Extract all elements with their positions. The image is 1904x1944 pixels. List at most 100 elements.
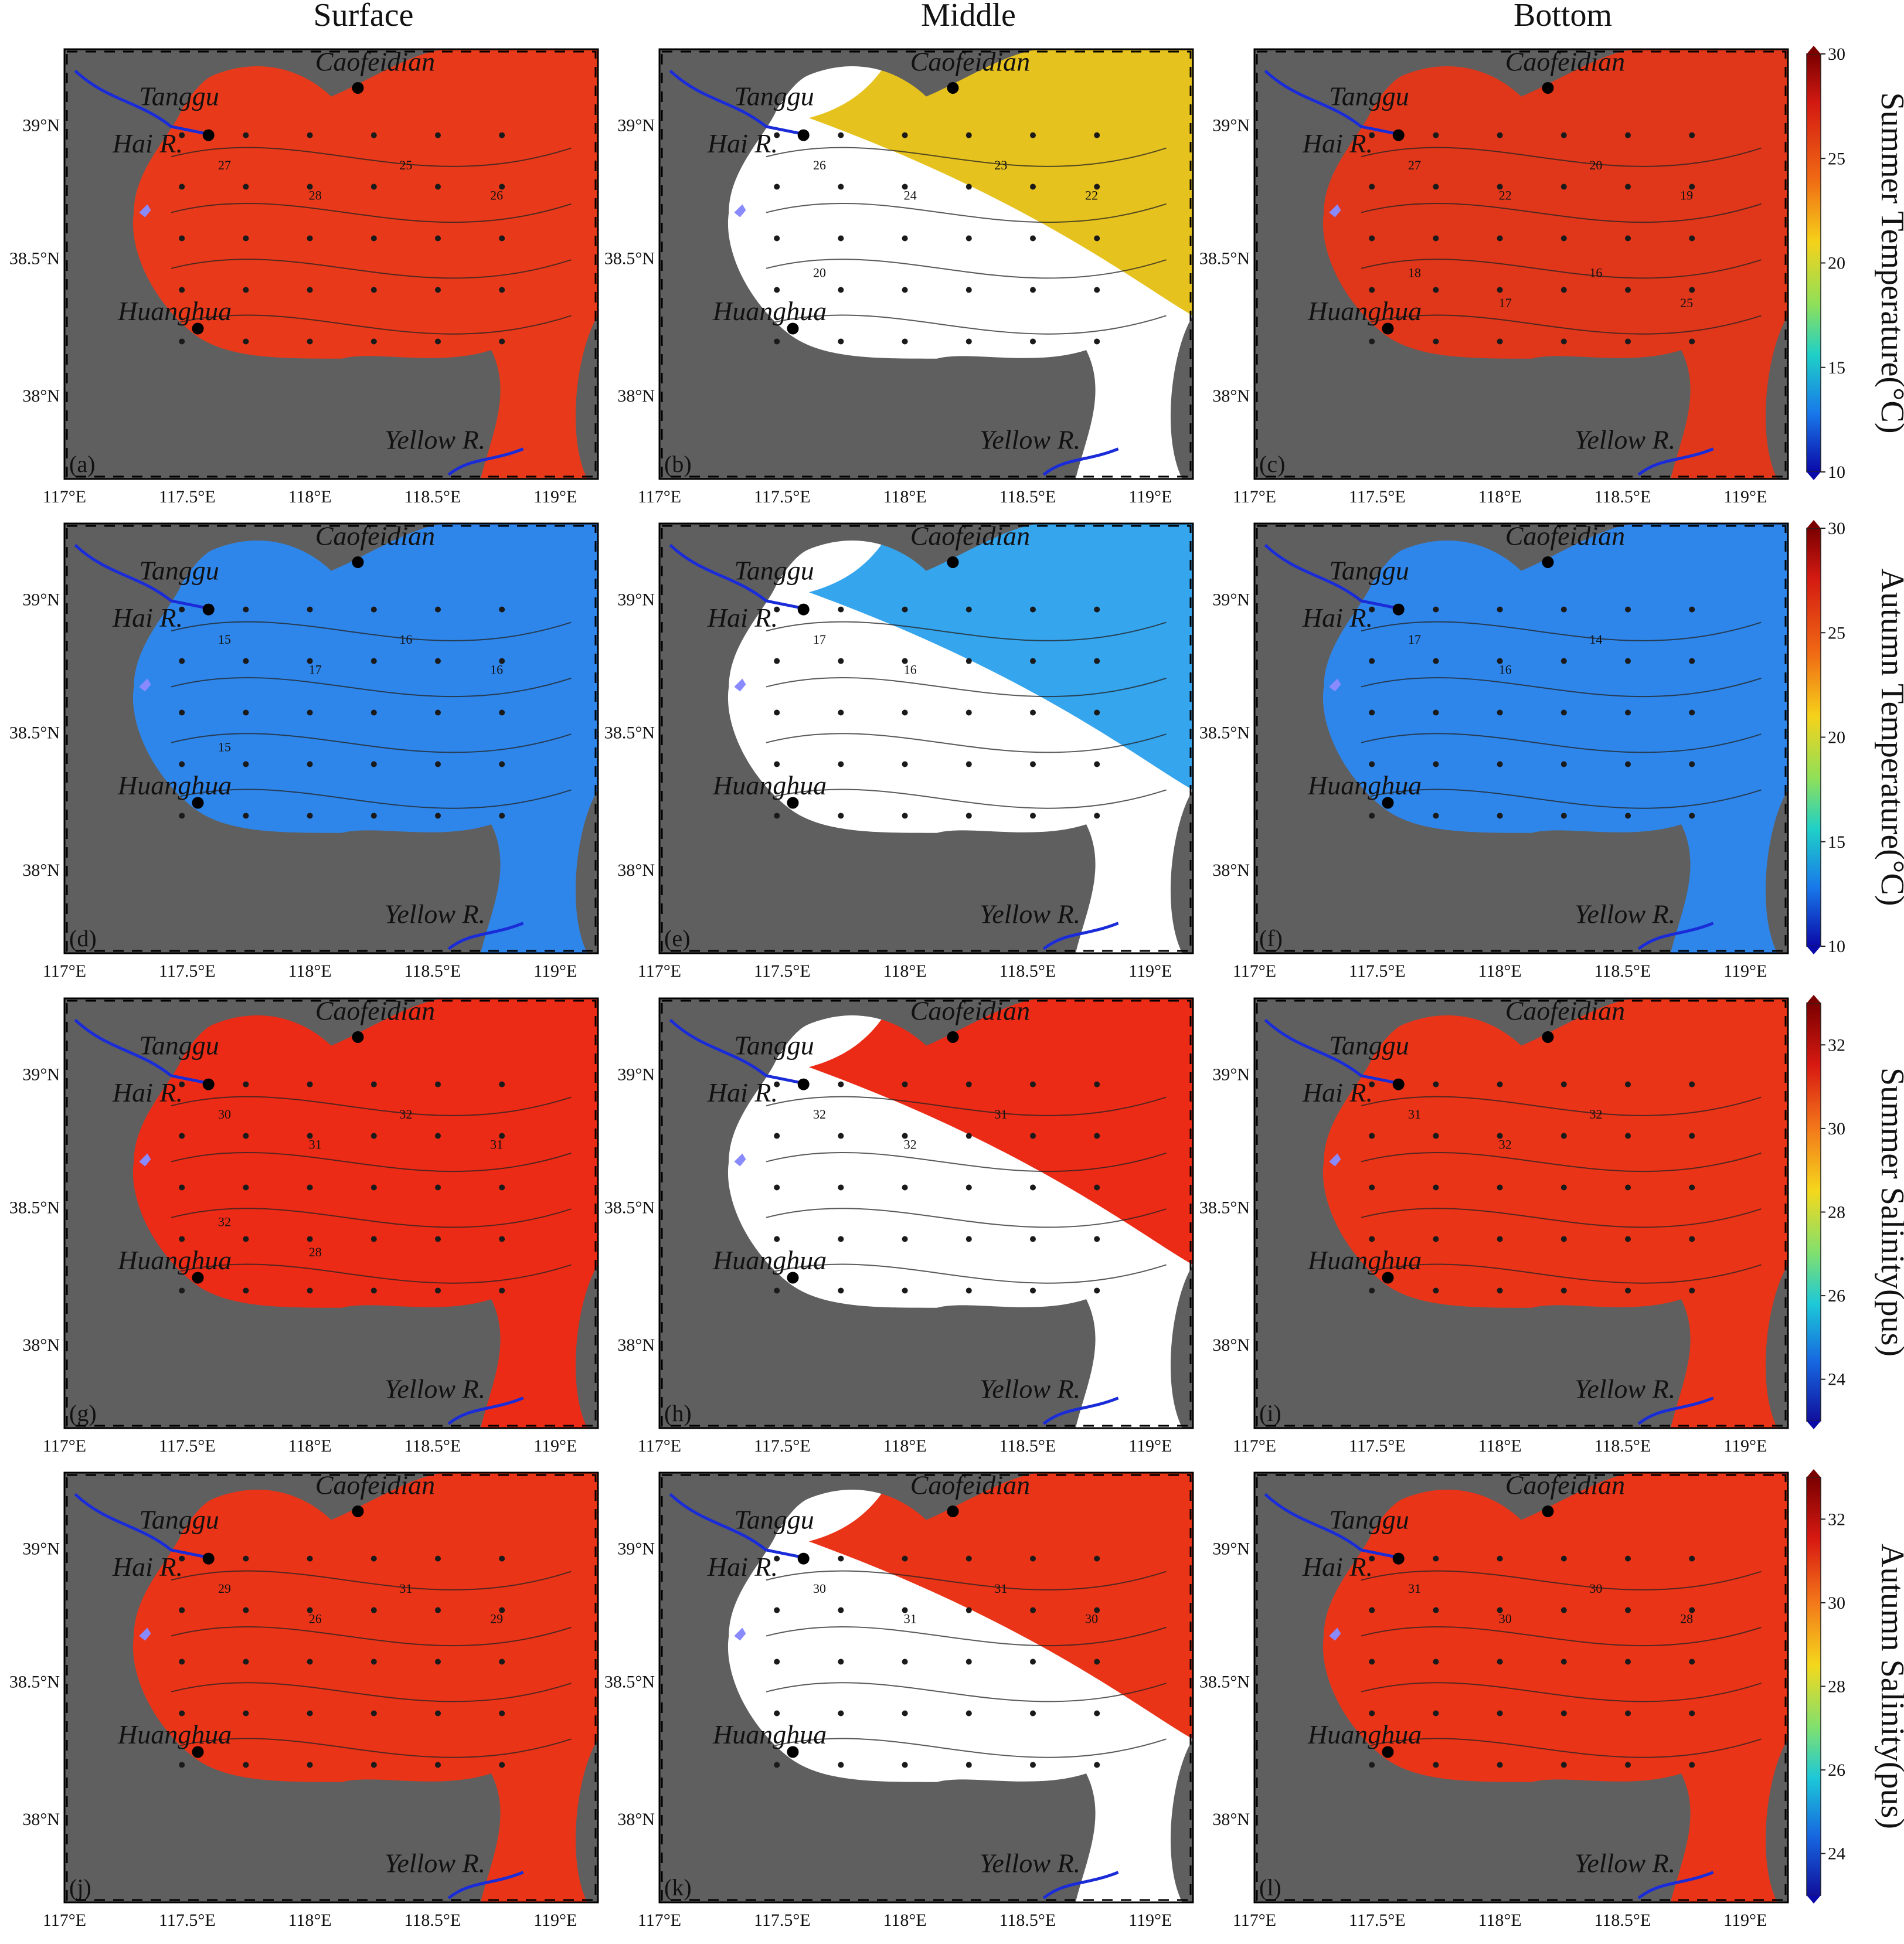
place-label-caofeidian: Caofeidian bbox=[315, 47, 435, 77]
station-dot bbox=[1625, 813, 1631, 819]
station-dot bbox=[370, 1762, 377, 1768]
station-dot bbox=[243, 183, 249, 190]
map-panel-i: Caofeidian Tanggu Huanghua Hai R. Yellow R. 3… bbox=[1199, 997, 1789, 1456]
station-dot bbox=[435, 1710, 441, 1717]
place-label-caofeidian: Caofeidian bbox=[910, 1470, 1030, 1500]
station-dot bbox=[1094, 1658, 1100, 1665]
contour-value-label: 16 bbox=[1499, 662, 1512, 677]
contour-line bbox=[171, 147, 572, 167]
station-dot bbox=[179, 1133, 185, 1139]
station-dot bbox=[1625, 1762, 1631, 1768]
station-dot bbox=[370, 1236, 377, 1242]
contour-line bbox=[171, 314, 572, 335]
station-dot bbox=[902, 338, 908, 345]
reservoir-shape bbox=[734, 204, 746, 217]
place-label-tanggu: Tanggu bbox=[1329, 1504, 1409, 1534]
station-dot bbox=[307, 1555, 313, 1562]
panel-label: (e) bbox=[664, 925, 690, 951]
station-dot bbox=[370, 287, 377, 293]
station-dot bbox=[1433, 1710, 1439, 1717]
station-dot bbox=[243, 1658, 249, 1665]
city-marker-huanghua bbox=[192, 797, 204, 809]
reservoir-shape bbox=[1329, 1153, 1341, 1167]
colorbar-max-arrow bbox=[1807, 520, 1821, 528]
land-mass bbox=[64, 49, 598, 479]
station-dot bbox=[1560, 709, 1567, 716]
panel-frame bbox=[658, 997, 1194, 1429]
station-dot bbox=[179, 658, 185, 664]
city-marker-huanghua bbox=[192, 1272, 204, 1284]
lon-tick-label: 117°E bbox=[638, 1436, 681, 1456]
station-dot bbox=[1369, 338, 1375, 345]
station-dot bbox=[774, 658, 780, 664]
lat-tick-label: 39°N bbox=[22, 1539, 60, 1558]
colorbar-tick-label: 24 bbox=[1828, 1370, 1845, 1389]
station-dot bbox=[435, 1133, 441, 1139]
station-dot bbox=[1433, 1236, 1439, 1242]
station-dot bbox=[1625, 1710, 1631, 1717]
station-dot bbox=[1689, 132, 1695, 138]
place-label-hai: Hai R. bbox=[1302, 1078, 1373, 1107]
contour-line bbox=[1361, 203, 1762, 223]
contour-value-label: 26 bbox=[309, 1612, 322, 1626]
colorbar-tick-label: 24 bbox=[1828, 1844, 1845, 1864]
contour-value-label: 31 bbox=[904, 1612, 917, 1626]
station-dot bbox=[1689, 235, 1695, 242]
lon-tick-label: 117.5°E bbox=[754, 1911, 811, 1930]
yellow-river bbox=[1637, 1396, 1714, 1425]
city-marker-huanghua bbox=[787, 322, 799, 335]
contour-line bbox=[171, 789, 572, 809]
land-mass bbox=[1254, 1473, 1788, 1902]
lon-tick-label: 117°E bbox=[43, 1911, 86, 1930]
contour-line bbox=[766, 314, 1167, 335]
station-dot bbox=[179, 235, 185, 242]
contour-line bbox=[1361, 147, 1762, 167]
panel-dashed-border bbox=[66, 1474, 597, 1901]
colorbar-tick-label: 30 bbox=[1828, 1119, 1845, 1138]
land-mass bbox=[659, 1473, 1193, 1902]
station-dot bbox=[1030, 132, 1036, 138]
lat-tick-label: 38°N bbox=[617, 386, 655, 406]
station-dot bbox=[1094, 1762, 1100, 1768]
station-dot bbox=[435, 709, 441, 716]
station-dot bbox=[1030, 813, 1036, 819]
lat-tick-label: 39°N bbox=[617, 115, 655, 135]
reservoir-shape bbox=[139, 1627, 151, 1641]
station-dot bbox=[1030, 1287, 1036, 1294]
contour-line bbox=[1361, 1096, 1762, 1116]
lon-tick-label: 119°E bbox=[1723, 1436, 1767, 1456]
station-dot bbox=[1497, 1081, 1503, 1087]
station-dot bbox=[774, 761, 780, 767]
lon-tick-label: 118°E bbox=[1478, 961, 1521, 981]
city-marker-caofeidian bbox=[947, 1505, 959, 1517]
station-dot bbox=[1433, 1133, 1439, 1139]
lon-tick-label: 118.5°E bbox=[999, 961, 1056, 981]
station-dot bbox=[902, 1710, 908, 1717]
contour-value-label: 31 bbox=[1408, 1581, 1421, 1596]
station-dot bbox=[243, 1762, 249, 1768]
station-dot bbox=[435, 1287, 441, 1294]
map-panel-l: Caofeidian Tanggu Huanghua Hai R. Yellow R. 3… bbox=[1199, 1471, 1789, 1930]
hai-river bbox=[1264, 543, 1405, 611]
contour-line bbox=[766, 789, 1167, 809]
land-mass bbox=[659, 49, 1193, 479]
station-dot bbox=[902, 1184, 908, 1191]
colorbar-max-arrow bbox=[1807, 1469, 1821, 1477]
lat-tick-label: 38°N bbox=[617, 1810, 655, 1829]
contour-line bbox=[171, 1570, 572, 1590]
station-dot bbox=[435, 132, 441, 138]
station-dot bbox=[1094, 1184, 1100, 1191]
contour-value-label: 15 bbox=[218, 739, 231, 754]
panel-dashed-border bbox=[661, 1000, 1192, 1427]
panel-frame bbox=[1253, 522, 1789, 954]
station-dot bbox=[1689, 287, 1695, 293]
station-dot bbox=[1094, 1133, 1100, 1139]
station-dot bbox=[965, 1184, 972, 1191]
lon-tick-label: 118°E bbox=[288, 487, 331, 507]
station-dot bbox=[435, 813, 441, 819]
place-label-huanghua: Huanghua bbox=[117, 296, 232, 326]
station-dot bbox=[1689, 709, 1695, 716]
colorbar-tick-label: 25 bbox=[1828, 149, 1845, 168]
city-marker-caofeidian bbox=[1542, 1505, 1554, 1517]
city-marker-tanggu bbox=[1392, 603, 1405, 616]
